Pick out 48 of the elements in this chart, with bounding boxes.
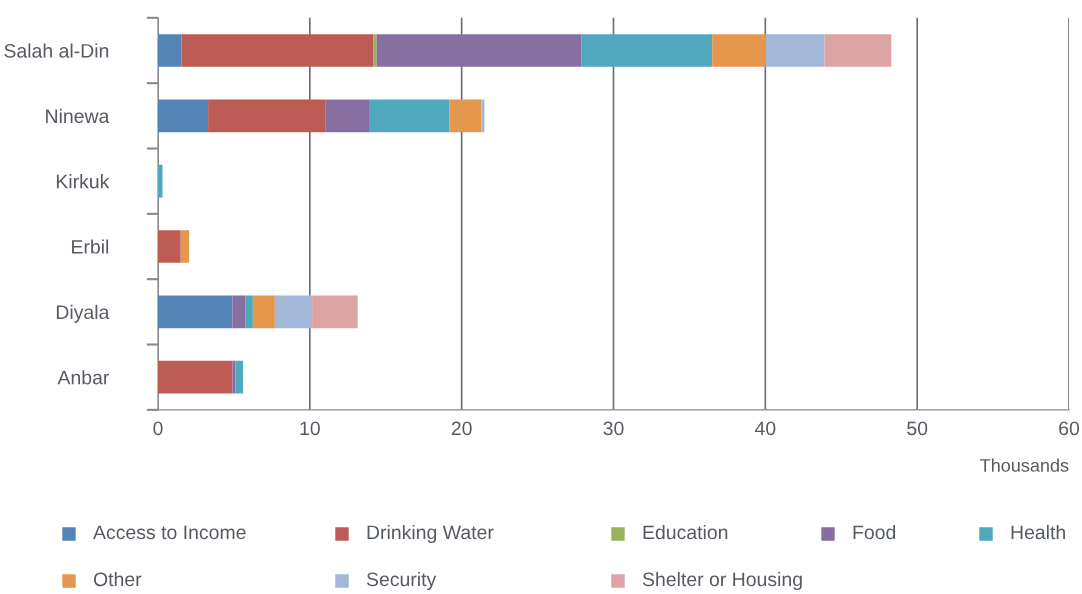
bar bbox=[373, 34, 377, 67]
y-tick-label: Ninewa bbox=[46, 108, 110, 124]
bar bbox=[765, 34, 825, 67]
bar bbox=[232, 295, 246, 329]
x-tick-label: 50 bbox=[907, 421, 928, 436]
x-axis-title: Thousands bbox=[980, 458, 1069, 472]
bar bbox=[157, 164, 163, 198]
bar bbox=[376, 34, 582, 67]
bar bbox=[325, 99, 370, 133]
legend-label: Drinking Water bbox=[367, 524, 494, 544]
bar bbox=[712, 34, 766, 67]
bar bbox=[157, 99, 209, 133]
bar bbox=[481, 99, 485, 133]
x-tick-label: 20 bbox=[451, 421, 472, 436]
bar bbox=[232, 360, 236, 394]
legend-label: Health bbox=[1011, 524, 1065, 540]
legend-label: Other bbox=[93, 571, 142, 587]
bar bbox=[449, 99, 482, 133]
y-tick-label: Anbar bbox=[57, 370, 110, 385]
bar bbox=[180, 230, 190, 263]
bar bbox=[252, 295, 275, 329]
bar bbox=[157, 230, 181, 263]
x-tick-label: 30 bbox=[603, 421, 624, 436]
x-tick-label: 10 bbox=[300, 421, 320, 436]
bar bbox=[208, 99, 326, 133]
bar bbox=[235, 360, 243, 394]
legend-label: Access to Income bbox=[93, 525, 246, 540]
y-tick-label: Salah al-Din bbox=[4, 43, 109, 58]
bar bbox=[181, 34, 374, 67]
bar bbox=[157, 360, 233, 394]
bar bbox=[157, 295, 233, 329]
bar bbox=[274, 295, 313, 329]
bar bbox=[245, 295, 253, 329]
legend-label: Shelter or Housing bbox=[642, 571, 802, 591]
x-tick-label: 60 bbox=[1059, 421, 1080, 436]
legend-label: Food bbox=[853, 524, 896, 540]
bar bbox=[369, 99, 450, 133]
bar bbox=[157, 34, 182, 67]
y-tick-label: Erbil bbox=[72, 239, 109, 254]
legend-label: Education bbox=[643, 524, 728, 540]
x-tick-label: 0 bbox=[153, 421, 163, 436]
legend-label: Security bbox=[366, 571, 437, 591]
bar bbox=[312, 295, 358, 329]
bar bbox=[824, 34, 892, 67]
x-tick-label: 40 bbox=[754, 421, 776, 436]
bar bbox=[581, 34, 713, 67]
y-tick-label: Diyala bbox=[56, 304, 110, 323]
y-tick-label: Kirkuk bbox=[56, 174, 110, 189]
